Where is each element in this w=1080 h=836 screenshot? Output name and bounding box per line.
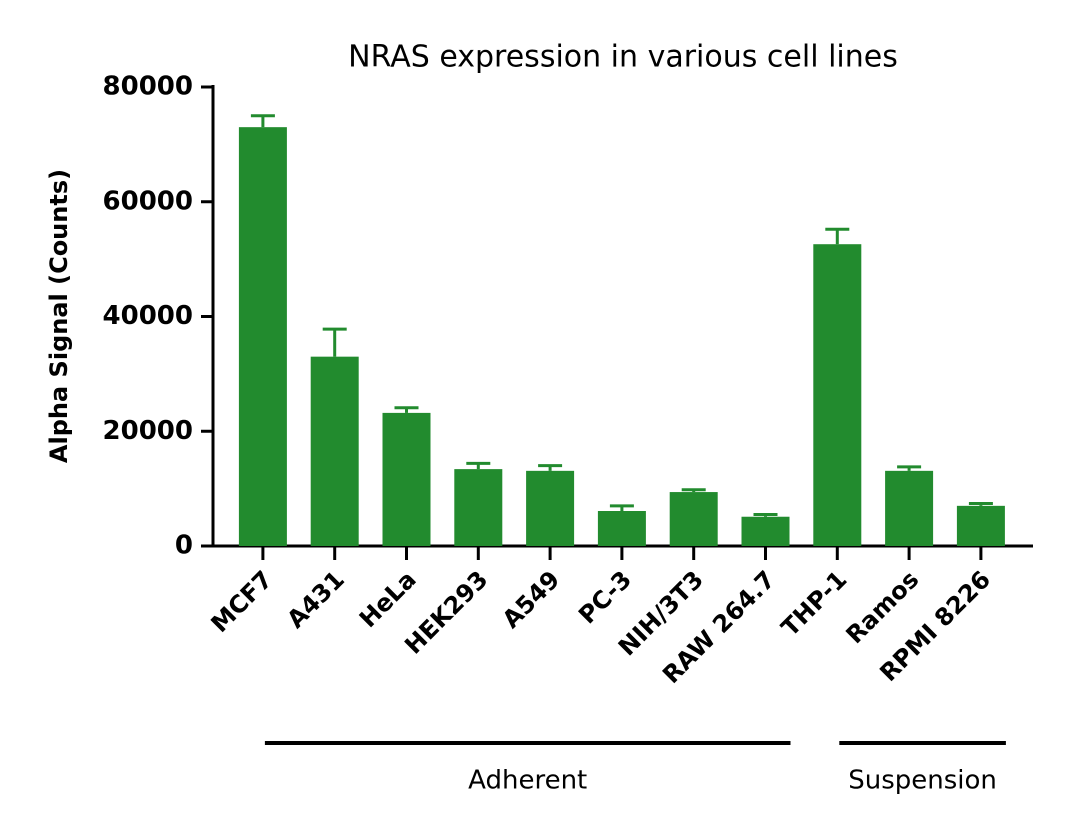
bar — [382, 412, 431, 546]
x-tick-label: A549 — [497, 565, 565, 633]
chart-title: NRAS expression in various cell lines — [348, 40, 898, 75]
x-tick-label: MCF7 — [206, 565, 279, 638]
bar — [597, 511, 646, 546]
x-tick-label: HeLa — [354, 565, 422, 633]
group-label: Adherent — [468, 766, 587, 796]
y-tick-label: 80000 — [103, 72, 193, 102]
y-tick-label: 0 — [175, 531, 193, 561]
bar — [526, 470, 575, 546]
bar — [310, 356, 359, 546]
bar — [454, 469, 503, 546]
bar — [813, 244, 862, 546]
group-label: Suspension — [848, 766, 997, 796]
x-tick-label: A431 — [282, 565, 350, 633]
bar — [956, 505, 1005, 546]
x-tick-label: PC-3 — [573, 565, 637, 629]
y-axis-label: Alpha Signal (Counts) — [45, 169, 73, 463]
bar — [669, 492, 718, 546]
y-tick-label: 40000 — [103, 301, 193, 331]
bar — [885, 470, 934, 546]
bar — [238, 127, 287, 546]
y-tick-label: 20000 — [103, 416, 193, 446]
y-tick-label: 60000 — [103, 186, 193, 216]
bar — [741, 516, 790, 546]
